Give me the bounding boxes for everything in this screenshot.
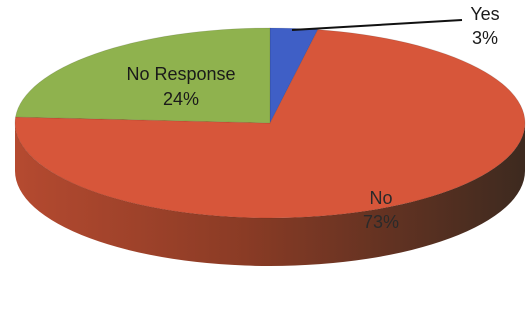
pie-slice-no-response [15, 27, 271, 124]
yes-leader-line [291, 19, 463, 31]
slice-label-yes-value: 3% [472, 28, 498, 48]
slice-label-no-response-name: No Response [126, 64, 235, 84]
slice-label-no-response-value: 24% [163, 89, 199, 109]
slice-label-no-value: 73% [363, 212, 399, 232]
slice-label-no-name: No [369, 188, 392, 208]
pie-slice-yes [269, 27, 319, 124]
pie-slice-no [14, 29, 526, 219]
slice-label-yes-name: Yes [470, 4, 499, 24]
pie-side-wall [15, 123, 525, 266]
